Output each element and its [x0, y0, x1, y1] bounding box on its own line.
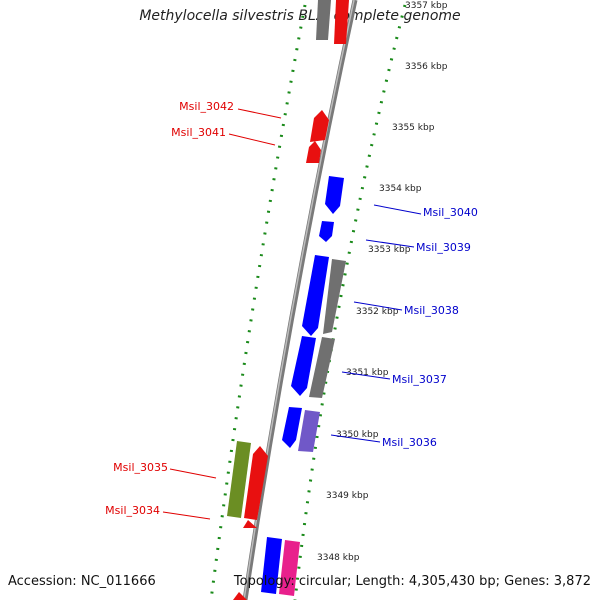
gene-label-msil-3037[interactable]: Msil_3037: [392, 373, 447, 386]
genome-summary-text: Topology: circular; Length: 4,305,430 bp…: [233, 574, 591, 589]
gene-magenta-bottom-shape[interactable]: [279, 540, 300, 596]
accession-text: Accession: NC_011666: [8, 574, 156, 589]
tick-label-3351: 3351 kbp: [346, 368, 389, 378]
gene-gray-3037-shape[interactable]: [309, 337, 335, 398]
tick-label-3348: 3348 kbp: [317, 553, 360, 563]
gene-cds-gray-top[interactable]: [316, 0, 331, 40]
gene-label-msil-3042[interactable]: Msil_3042: [179, 100, 234, 113]
gene-msil-3036-shape[interactable]: [282, 407, 302, 448]
tick-label-3354: 3354 kbp: [379, 184, 422, 194]
gene-cds-red-top[interactable]: [334, 0, 349, 44]
gene-msil-3039-shape[interactable]: [319, 221, 334, 242]
gene-blue-bottom-shape[interactable]: [261, 537, 282, 594]
forward-label-lines: [162, 108, 282, 520]
tick-label-3356: 3356 kbp: [405, 62, 448, 72]
gene-label-msil-3038[interactable]: Msil_3038: [404, 304, 459, 317]
gene-red-bottom-shape[interactable]: [233, 592, 247, 600]
gene-msil-3038-shape[interactable]: [302, 255, 329, 336]
tick-label-3357: 3357 kbp: [405, 1, 448, 11]
gene-label-msil-3034[interactable]: Msil_3034: [105, 504, 160, 517]
tick-labels: 3357 kbp 3356 kbp 3355 kbp 3354 kbp 3353…: [317, 1, 448, 563]
gene-purple-3036-shape[interactable]: [298, 410, 320, 452]
gene-label-msil-3041[interactable]: Msil_3041: [171, 126, 226, 139]
inner-dotted-ring: [209, 4, 307, 600]
tick-label-3353: 3353 kbp: [368, 245, 411, 255]
gene-msil-3034-shape[interactable]: [244, 446, 268, 520]
genome-backbone: [242, 0, 358, 600]
gene-label-msil-3040[interactable]: Msil_3040: [423, 206, 478, 219]
gene-msil-3035-shape[interactable]: [227, 441, 251, 518]
gene-msil-3041-shape[interactable]: [306, 141, 321, 163]
tick-label-3355: 3355 kbp: [392, 123, 435, 133]
gene-label-msil-3039[interactable]: Msil_3039: [416, 241, 471, 254]
gene-msil-3040-shape[interactable]: [325, 176, 344, 214]
gene-label-msil-3036[interactable]: Msil_3036: [382, 436, 437, 449]
gene-small-red-shape[interactable]: [243, 520, 257, 528]
gene-label-msil-3035[interactable]: Msil_3035: [113, 461, 168, 474]
gene-gray-3038-shape[interactable]: [323, 259, 346, 334]
tick-label-3350: 3350 kbp: [336, 430, 379, 440]
tick-label-3349: 3349 kbp: [326, 491, 369, 501]
tick-label-3352: 3352 kbp: [356, 307, 399, 317]
reverse-label-lines: [330, 204, 422, 443]
map-title: Methylocella silvestris BL2, complete ge…: [139, 8, 461, 24]
gene-msil-3042-shape[interactable]: [310, 110, 329, 142]
gene-msil-3037-shape[interactable]: [291, 336, 316, 396]
